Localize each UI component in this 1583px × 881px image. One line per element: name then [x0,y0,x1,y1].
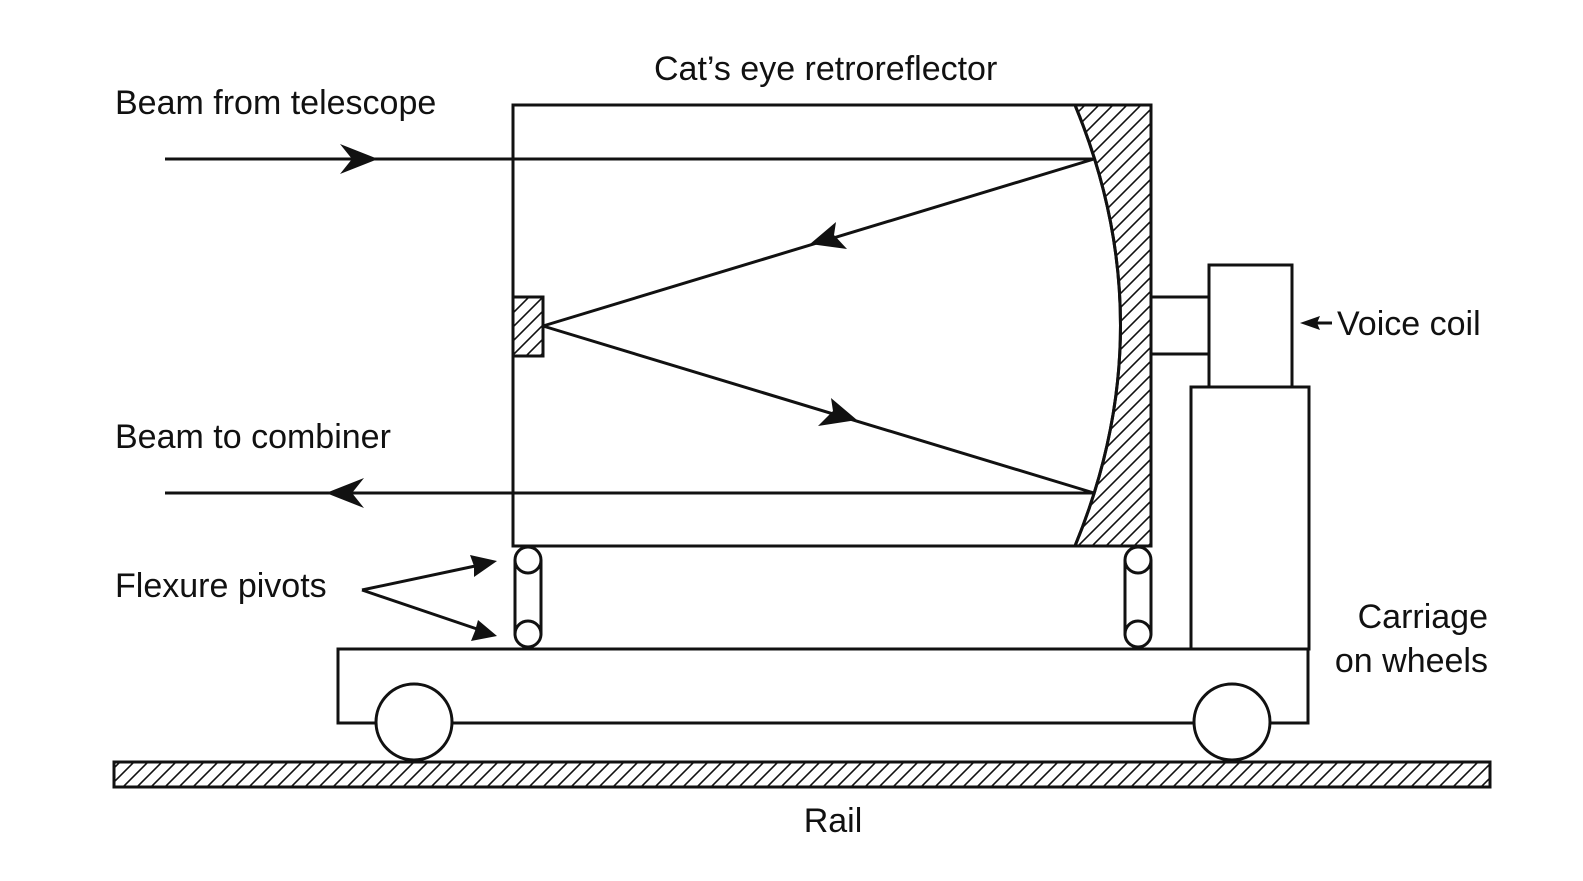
retroreflector-label: Cat’s eye retroreflector [654,50,997,88]
retroreflector-housing [511,103,1153,548]
reflected-beam-1-arrowhead [810,222,847,249]
rail [112,760,1492,789]
voice-coil-support [1189,385,1311,651]
voice-coil-block [1207,263,1294,389]
flexure-pivots-label: Flexure pivots [115,567,327,605]
beam-in-label: Beam from telescope [115,84,436,122]
incoming-beam-arrowhead [340,144,378,174]
primary-mirror-surface [1073,104,1122,547]
secondary-mirror [511,295,545,358]
right-flexure-pivot [1123,545,1153,649]
flexure-pointer-line-lower [361,588,481,632]
voice-coil-label: Voice coil [1337,305,1481,343]
beam-out-label: Beam to combiner [115,418,391,456]
left-flexure-pivot [513,545,543,649]
left-wheel [374,682,454,762]
reflected-beam-line-2 [542,324,1095,495]
voice-coil-rod [1149,295,1211,356]
flexure-pointer-arrowhead-lower [471,620,497,641]
carriage-body [336,647,1310,725]
flexure-pointer-arrowhead-upper [470,555,497,577]
reflected-beam-2-arrowhead [818,398,857,426]
outgoing-beam-arrowhead [326,478,364,508]
carriage-label-line1: Carriage [1358,598,1488,636]
carriage-label-line2: on wheels [1335,642,1488,680]
right-wheel [1192,682,1272,762]
flexure-pointer-line-upper [361,563,481,592]
voice-coil-pointer-arrowhead [1300,316,1320,330]
rail-label: Rail [804,802,863,840]
